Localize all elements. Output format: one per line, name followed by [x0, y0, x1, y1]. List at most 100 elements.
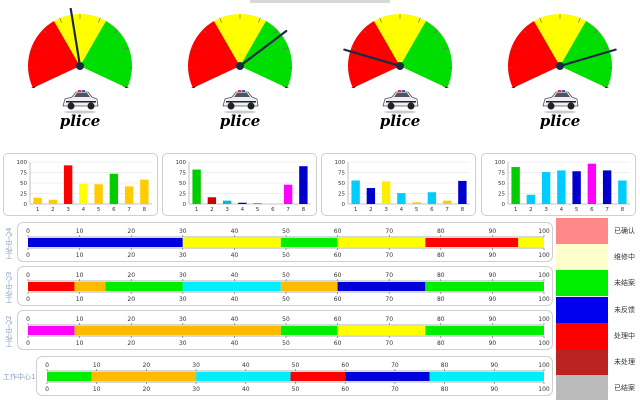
bar-chart-panel-4: 100 75 50 25 0 1 2 3 4 5 6 7 8	[481, 153, 636, 216]
gauge-end-mark	[31, 86, 36, 88]
timeline-bottom-label: 100	[538, 296, 550, 303]
car-light-blue	[402, 90, 405, 92]
workcenter-3-timeline: 0 0 10 10 20 20 30 30 40 40 50 50 60 60 70 70 80 80 90 90 10…	[26, 272, 550, 303]
timeline-bottom-label: 50	[282, 252, 290, 259]
timeline-bottom-label: 40	[231, 252, 239, 259]
bar-x-tick: 8	[621, 207, 625, 213]
timeline-bottom-label: 0	[26, 296, 30, 303]
timeline-bottom-label: 80	[437, 296, 445, 303]
timeline-bottom-label: 70	[385, 296, 393, 303]
bar	[572, 171, 581, 204]
bar-y-tick: 75	[338, 171, 345, 177]
timeline-bottom-label: 40	[242, 386, 250, 393]
legend-item: 已确认	[556, 218, 640, 244]
bar-x-tick: 6	[430, 207, 434, 213]
timeline-bottom-label: 60	[334, 252, 342, 259]
bar-x-tick: 5	[256, 207, 260, 213]
timeline-bottom-label: 30	[179, 252, 187, 259]
timeline-bottom-label: 60	[334, 296, 342, 303]
legend-swatch	[556, 349, 608, 375]
car-wheel	[567, 102, 575, 110]
car-wheel	[227, 102, 235, 110]
gauge-hub	[556, 62, 564, 70]
timeline-segment	[337, 238, 426, 247]
gauge-dial-4	[508, 13, 617, 88]
gauge-tick	[418, 18, 421, 23]
police-car-icon	[542, 90, 579, 114]
timeline-top-label: 70	[385, 272, 393, 279]
timeline-top-label: 10	[76, 316, 84, 323]
timeline-bottom-label: 60	[341, 386, 349, 393]
timeline-bottom-label: 20	[127, 296, 135, 303]
bar-x-tick: 3	[66, 207, 70, 213]
car-wheel	[87, 102, 95, 110]
car-light-blue	[82, 90, 85, 92]
timeline-bottom-label: 90	[490, 386, 498, 393]
timeline-bottom-label: 80	[441, 386, 449, 393]
bar-y-tick: 25	[498, 192, 505, 198]
timeline-bottom-label: 90	[489, 340, 497, 347]
gauge-dial-1	[27, 8, 132, 88]
gauge-label: plice	[59, 112, 101, 130]
bar	[511, 167, 520, 204]
timeline-top-label: 30	[179, 316, 187, 323]
gauge-label: plice	[219, 112, 261, 130]
gauge-red-zone	[348, 20, 400, 88]
timeline-bottom-label: 80	[437, 252, 445, 259]
car-stripe	[66, 101, 96, 103]
timeline-top-label: 60	[334, 316, 342, 323]
legend-swatch	[556, 375, 608, 400]
bar-x-tick: 7	[286, 207, 290, 213]
gauge-tick	[578, 18, 581, 23]
timeline-segment	[28, 282, 75, 291]
car-shadow	[64, 110, 96, 114]
gauge-tick	[191, 47, 197, 50]
bar	[526, 194, 536, 204]
car-wheel	[547, 102, 555, 110]
bar-x-tick: 2	[210, 207, 214, 213]
gauge-tick	[283, 47, 289, 50]
timeline-bottom-label: 20	[143, 386, 151, 393]
timeline-top-label: 80	[437, 272, 445, 279]
gauge-tick	[433, 29, 438, 34]
workcenter-2-lane: 0 0 10 10 20 20 30 30 40 40 50 50 60 60 70 70 80 80 90 90 10…	[17, 310, 553, 350]
workcenter-3-label: 工作中心3	[5, 271, 13, 304]
workcenter-1-label: 工作中心1	[3, 373, 36, 381]
bar-y-tick: 100	[335, 160, 346, 166]
gauge-tick	[511, 47, 517, 50]
legend-swatch	[556, 296, 608, 323]
police-car-icon	[222, 90, 259, 114]
bar	[222, 200, 232, 204]
legend-item: 未反馈	[556, 296, 640, 323]
timeline-top-label: 50	[282, 228, 290, 235]
gauge-end-mark	[444, 86, 449, 88]
timeline-segment	[337, 326, 426, 335]
timeline-bottom-label: 30	[179, 340, 187, 347]
bar	[238, 202, 247, 204]
timeline-segment	[518, 238, 544, 247]
bar-y-tick: 25	[20, 192, 27, 198]
timeline-top-label: 10	[93, 362, 101, 369]
bar	[557, 170, 566, 204]
timeline-segment	[74, 282, 106, 291]
gauge-label: plice	[379, 112, 421, 130]
gauge-end-mark	[351, 86, 356, 88]
car-light-red	[398, 90, 401, 92]
bar	[587, 163, 597, 204]
timeline-top-label: 90	[489, 228, 497, 235]
bar-y-tick: 75	[498, 171, 505, 177]
timeline-segment	[47, 372, 92, 381]
bar-y-tick: 25	[179, 192, 186, 198]
bar	[207, 197, 217, 204]
car-wheel	[67, 102, 75, 110]
timeline-top-label: 0	[26, 316, 30, 323]
timeline-segment	[345, 372, 430, 381]
car-shadow	[224, 110, 256, 114]
timeline-top-label: 50	[282, 316, 290, 323]
gauge-tick	[273, 29, 278, 34]
legend-label: 未反馈	[614, 305, 635, 314]
gauge-red-zone	[27, 20, 80, 88]
gauge-tick	[351, 47, 357, 50]
timeline-top-label: 90	[490, 362, 498, 369]
gauge-red-zone	[508, 20, 560, 88]
